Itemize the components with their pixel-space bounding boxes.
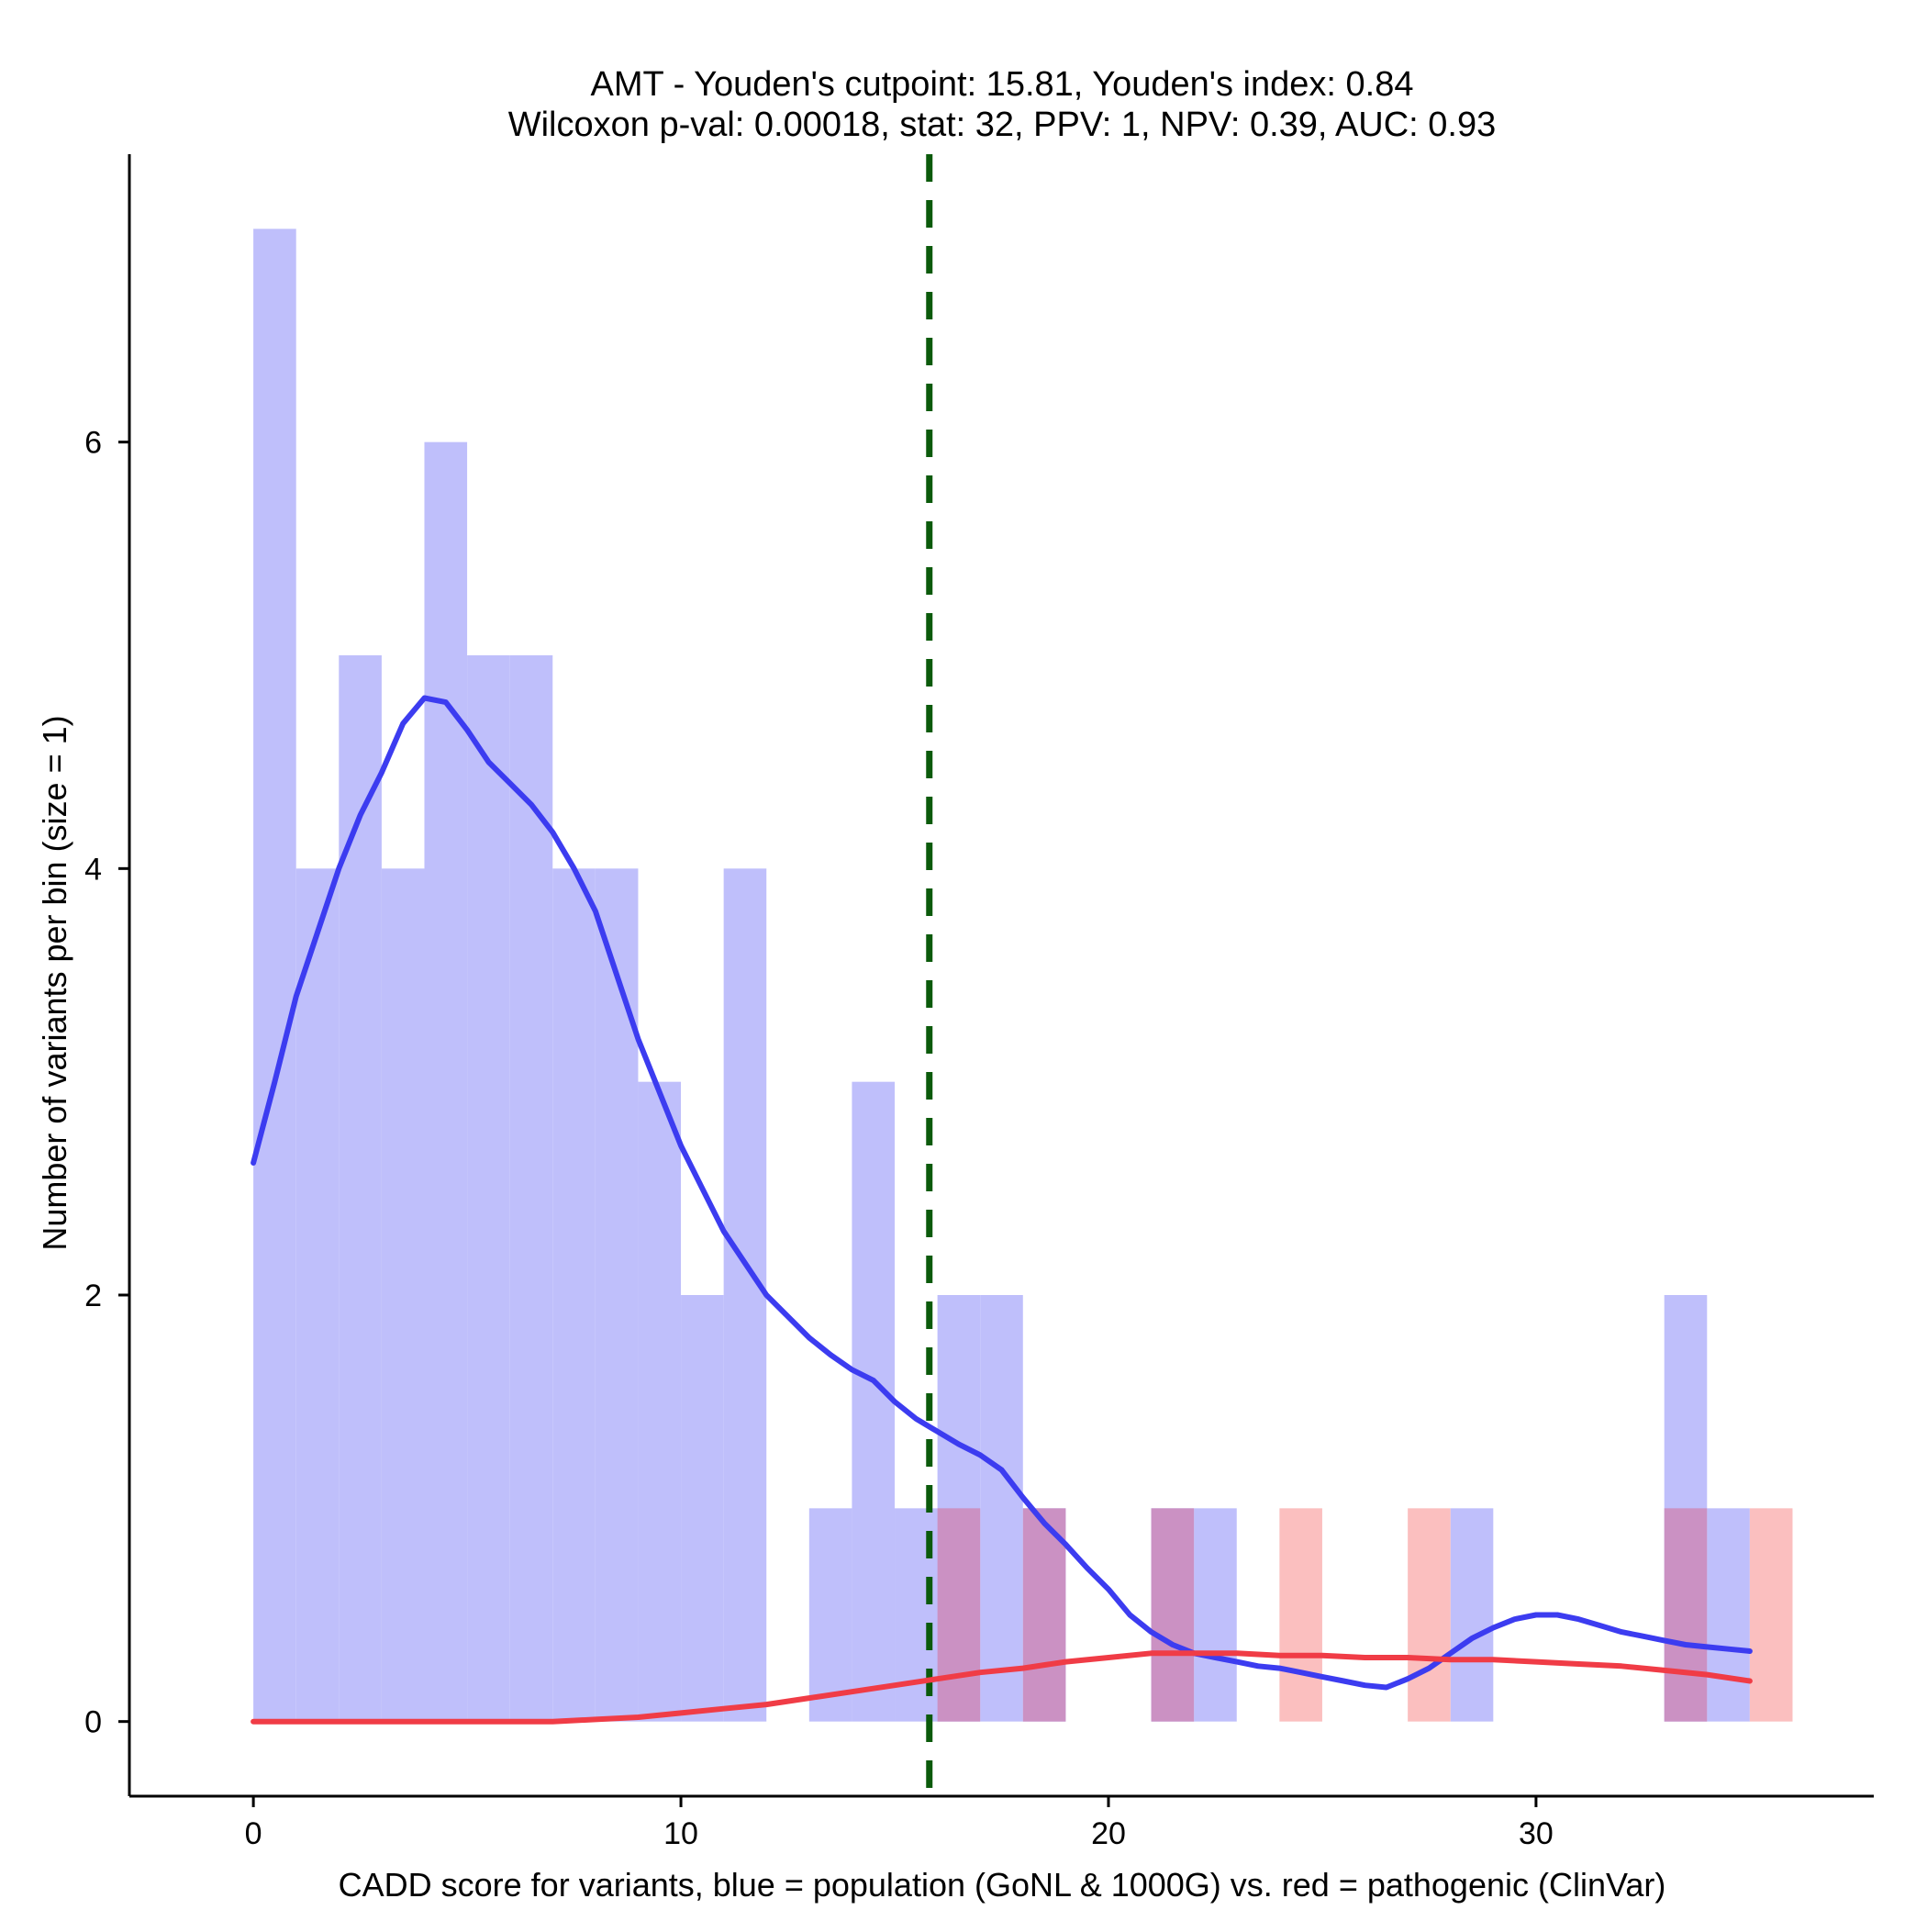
x-tick-label: 20 — [1091, 1816, 1126, 1851]
bars-layer — [253, 229, 1793, 1722]
population-density-line — [251, 695, 1753, 1691]
population-bar — [808, 1508, 852, 1722]
x-tick-label: 0 — [245, 1816, 262, 1851]
chart-title: AMT - Youden's cutpoint: 15.81, Youden's… — [591, 65, 1414, 104]
population-bar — [381, 868, 425, 1722]
population-bar — [467, 654, 510, 1722]
population-bar — [1707, 1508, 1750, 1722]
pathogenic-bar-overlap — [1022, 1508, 1066, 1722]
x-tick-label: 30 — [1519, 1816, 1554, 1851]
axes-layer: 0 10 20 30 0 2 4 6 — [84, 154, 1874, 1851]
population-bar — [1194, 1508, 1237, 1722]
population-bar — [852, 1081, 896, 1722]
density-lines-layer — [251, 154, 1753, 1796]
population-bar — [723, 868, 767, 1722]
y-tick-label: 2 — [84, 1279, 102, 1313]
y-axis-title: Number of variants per bin (size = 1) — [36, 715, 73, 1250]
population-bar — [1450, 1508, 1494, 1722]
population-bar — [552, 868, 596, 1722]
population-bar — [295, 868, 340, 1722]
population-bar — [253, 229, 296, 1722]
pathogenic-bar-overlap — [937, 1508, 981, 1722]
y-tick-label: 4 — [84, 852, 102, 887]
population-bar — [339, 654, 382, 1722]
x-tick-label: 10 — [663, 1816, 698, 1851]
pathogenic-bar — [1279, 1508, 1322, 1722]
pathogenic-bar-overlap — [1151, 1508, 1195, 1722]
y-tick-label: 0 — [84, 1705, 102, 1740]
pathogenic-density-line — [251, 1650, 1753, 1725]
y-tick-label: 6 — [84, 426, 102, 461]
x-axis-title: CADD score for variants, blue = populati… — [339, 1866, 1666, 1904]
chart-subtitle: Wilcoxon p-val: 0.00018, stat: 32, PPV: … — [508, 106, 1497, 144]
population-bar — [509, 654, 553, 1722]
population-bar — [595, 868, 639, 1722]
pathogenic-bar-overlap — [1664, 1508, 1708, 1722]
population-bar — [980, 1295, 1023, 1722]
pathogenic-bar — [1408, 1508, 1451, 1722]
population-bar — [638, 1081, 682, 1722]
population-bar — [681, 1295, 724, 1722]
population-bar — [424, 441, 468, 1722]
pathogenic-bar — [1749, 1508, 1793, 1722]
